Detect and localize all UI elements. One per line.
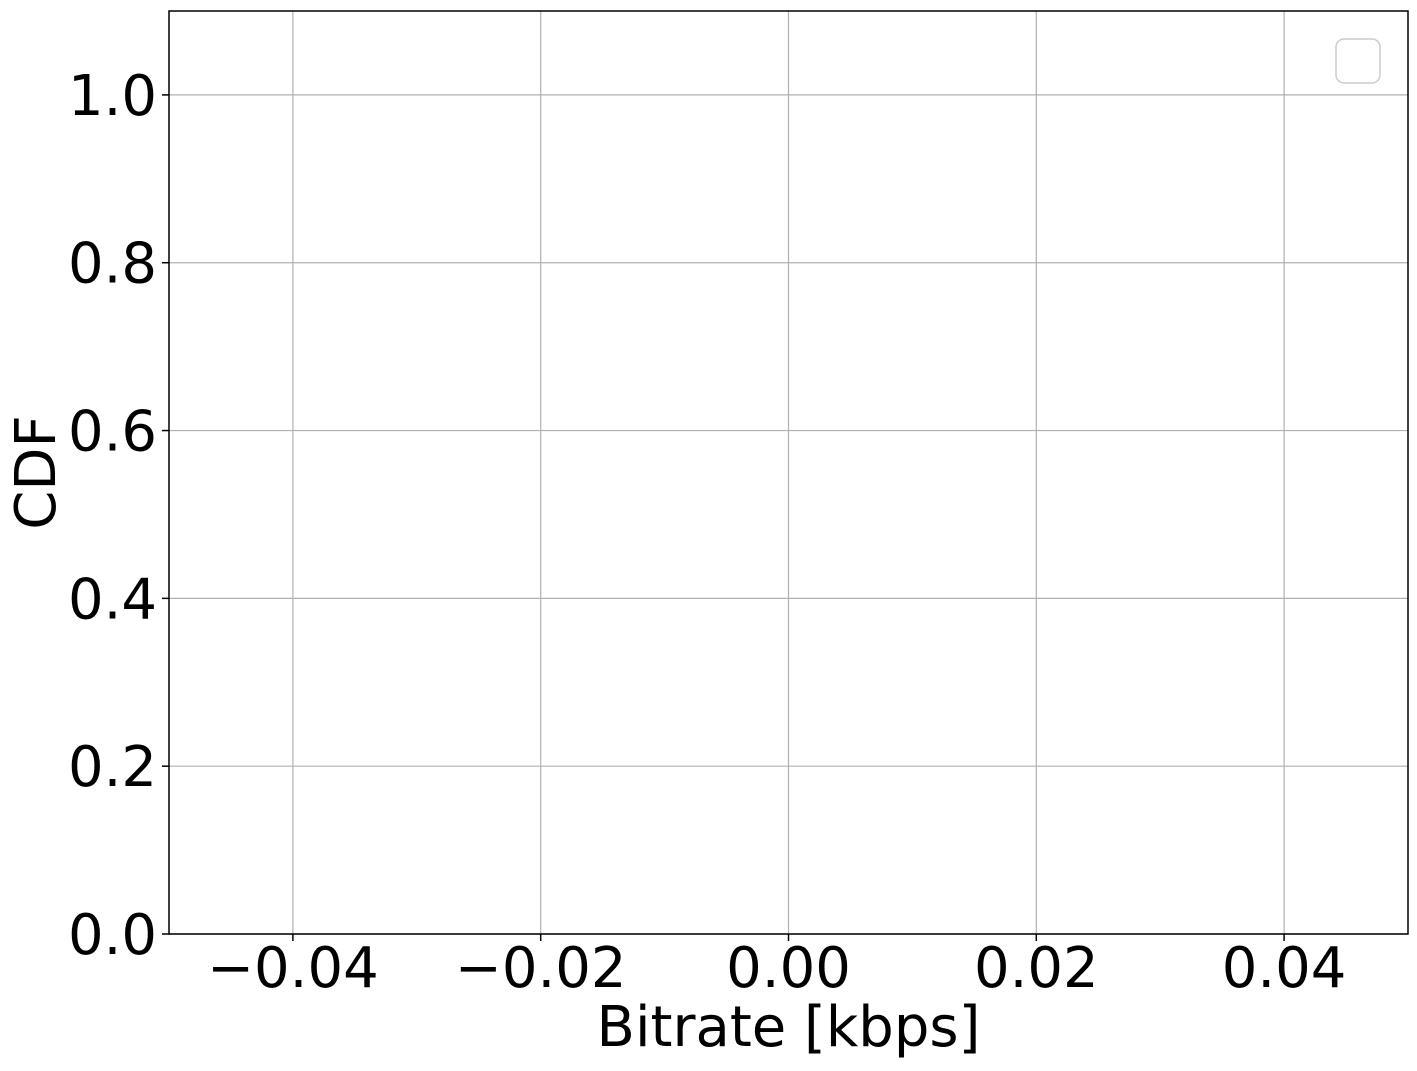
legend-box bbox=[1335, 38, 1381, 84]
x-tick-label: 0.00 bbox=[726, 936, 851, 1001]
y-tick-label: 0.0 bbox=[68, 903, 157, 968]
y-tick-label: 0.8 bbox=[68, 232, 157, 297]
y-axis-ticks: 0.0 0.2 0.4 0.6 0.8 1.0 bbox=[68, 64, 169, 968]
x-tick-label: 0.04 bbox=[1222, 936, 1347, 1001]
y-tick-label: 0.6 bbox=[68, 400, 157, 465]
x-axis-ticks: −0.04 −0.02 0.00 0.02 0.04 bbox=[207, 934, 1346, 1001]
x-axis-label: Bitrate [kbps] bbox=[597, 995, 981, 1060]
x-tick-label: −0.02 bbox=[455, 936, 627, 1001]
x-tick-label: 0.02 bbox=[974, 936, 1099, 1001]
y-tick-label: 0.2 bbox=[68, 735, 157, 800]
y-tick-label: 1.0 bbox=[68, 64, 157, 129]
y-tick-label: 0.4 bbox=[68, 567, 157, 632]
grid-lines bbox=[169, 11, 1408, 935]
y-axis-label: CDF bbox=[4, 415, 69, 529]
x-tick-label: −0.04 bbox=[207, 936, 379, 1001]
